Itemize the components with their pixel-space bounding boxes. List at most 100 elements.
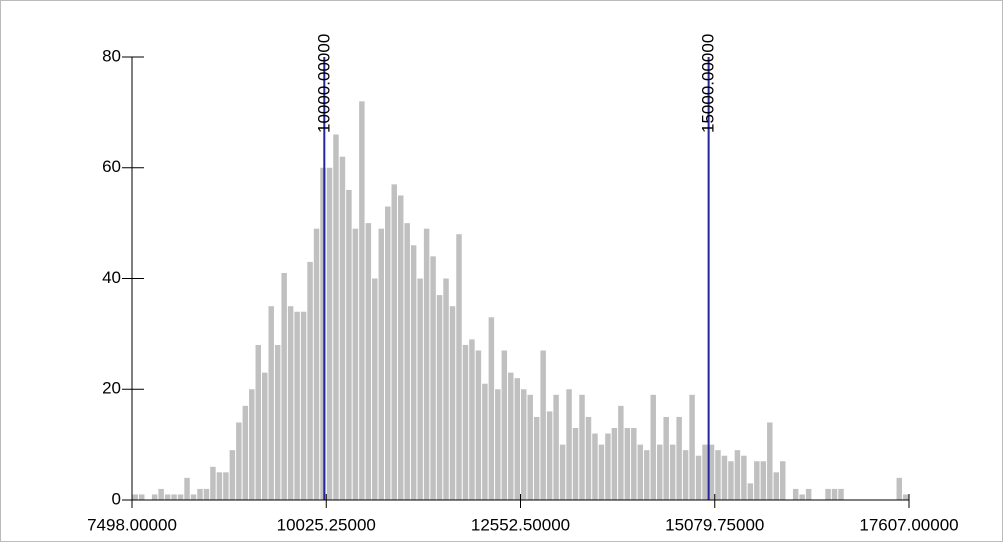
y-tick-label: 20 xyxy=(102,379,121,398)
bar xyxy=(741,455,747,500)
bar xyxy=(637,444,644,500)
bar xyxy=(359,101,365,501)
bar xyxy=(294,311,300,500)
bar xyxy=(572,428,579,500)
bar xyxy=(281,272,287,500)
bar xyxy=(656,444,663,500)
bar xyxy=(365,223,372,500)
bar xyxy=(417,278,423,500)
bar xyxy=(825,488,831,500)
bar xyxy=(805,488,812,500)
bar xyxy=(210,466,216,500)
bar xyxy=(177,494,184,500)
bar xyxy=(760,461,767,500)
bar xyxy=(236,422,242,500)
bar xyxy=(287,306,294,500)
bar xyxy=(546,411,553,500)
bar xyxy=(585,416,592,500)
plot: 10000.00000 15000.00000 0 20 40 60 80 7498.0000… xyxy=(87,34,959,535)
bar xyxy=(261,372,268,500)
bar xyxy=(132,494,138,500)
bar xyxy=(223,472,229,500)
bar xyxy=(903,494,909,500)
bar xyxy=(559,444,566,500)
bar xyxy=(728,461,734,500)
bar xyxy=(533,416,540,500)
bar xyxy=(644,450,650,500)
bar xyxy=(799,494,805,500)
bar xyxy=(268,306,274,500)
bar xyxy=(689,394,695,500)
bar xyxy=(792,488,799,500)
y-tick-label: 80 xyxy=(102,46,121,65)
bar xyxy=(352,228,359,500)
x-tick-label: 12552.50000 xyxy=(471,515,570,534)
bar xyxy=(482,383,488,500)
bar xyxy=(397,195,404,500)
bar xyxy=(249,389,255,500)
bar xyxy=(695,455,702,500)
bar xyxy=(274,344,281,500)
bar xyxy=(540,350,546,500)
bar xyxy=(495,389,501,500)
x-tick-label: 17607.00000 xyxy=(859,515,958,534)
bar xyxy=(184,477,190,500)
bar xyxy=(190,494,197,500)
bar xyxy=(391,184,397,501)
bar xyxy=(313,228,320,500)
bar xyxy=(708,444,715,500)
bar xyxy=(378,228,385,500)
bar xyxy=(611,428,618,500)
bar xyxy=(702,444,708,500)
x-tick-label: 15079.75000 xyxy=(665,515,764,534)
bar xyxy=(592,433,598,500)
bar xyxy=(469,339,475,500)
bar xyxy=(553,394,559,500)
bar xyxy=(669,444,676,500)
bar xyxy=(138,494,145,500)
x-tick-label: 10025.25000 xyxy=(277,515,376,534)
bar xyxy=(780,461,786,500)
bar xyxy=(197,488,203,500)
bar xyxy=(624,428,631,500)
bar xyxy=(598,444,605,500)
bar xyxy=(320,167,326,500)
bar xyxy=(385,206,391,500)
bar xyxy=(216,472,223,500)
bar xyxy=(203,488,210,500)
bar xyxy=(456,234,462,500)
bar xyxy=(462,344,469,500)
bar xyxy=(339,156,346,501)
bar xyxy=(449,306,456,500)
bar xyxy=(333,134,339,500)
bar xyxy=(734,450,741,500)
bar xyxy=(579,394,585,500)
bar xyxy=(754,461,760,500)
bar xyxy=(255,344,261,500)
bar xyxy=(773,472,780,500)
bar xyxy=(521,389,527,500)
bar xyxy=(410,245,417,500)
bar xyxy=(151,494,158,500)
bar xyxy=(443,278,449,500)
bar xyxy=(631,428,637,500)
bar xyxy=(508,372,514,500)
bar xyxy=(229,450,236,500)
y-tick-label: 40 xyxy=(102,268,121,287)
bar xyxy=(300,311,307,500)
bar xyxy=(171,494,177,500)
bar xyxy=(514,378,520,500)
bar xyxy=(566,389,572,500)
bar xyxy=(158,488,164,500)
bar xyxy=(618,405,624,500)
reference-label: 15000.00000 xyxy=(699,34,718,133)
bar xyxy=(164,494,171,500)
bar xyxy=(838,488,844,500)
bar xyxy=(715,450,721,500)
bar xyxy=(430,256,436,500)
bar xyxy=(767,422,773,500)
bar xyxy=(423,228,430,500)
bar xyxy=(488,317,495,500)
